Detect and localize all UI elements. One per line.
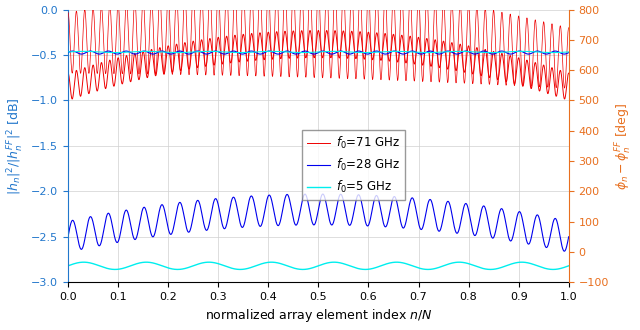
$f_0$=28 GHz — [459, 211, 467, 215]
Line: $f_0$=28 GHz: $f_0$=28 GHz — [68, 194, 569, 251]
Line: $f_0$=5 GHz: $f_0$=5 GHz — [68, 262, 569, 269]
$f_0$=5 GHz — [299, 267, 307, 271]
$f_0$=28 GHz — [90, 223, 97, 227]
$f_0$=5 GHz — [64, 264, 72, 268]
$f_0$=5 GHz — [308, 266, 316, 270]
$f_0$=71 GHz — [323, 28, 331, 32]
$f_0$=5 GHz — [550, 267, 558, 271]
X-axis label: normalized array element index $n/N$: normalized array element index $n/N$ — [205, 308, 432, 324]
$f_0$=5 GHz — [565, 264, 573, 268]
$f_0$=28 GHz — [561, 249, 568, 253]
$f_0$=71 GHz — [294, 54, 302, 58]
$f_0$=5 GHz — [90, 262, 97, 266]
$f_0$=71 GHz — [550, 83, 558, 87]
Legend: $f_0$=71 GHz, $f_0$=28 GHz, $f_0$=5 GHz: $f_0$=71 GHz, $f_0$=28 GHz, $f_0$=5 GHz — [302, 130, 405, 200]
$f_0$=28 GHz — [550, 217, 558, 221]
$f_0$=28 GHz — [64, 235, 72, 239]
$f_0$=71 GHz — [308, 36, 316, 40]
$f_0$=28 GHz — [550, 217, 558, 221]
$f_0$=71 GHz — [90, 64, 97, 68]
$f_0$=71 GHz — [64, 71, 72, 75]
$f_0$=5 GHz — [551, 267, 559, 271]
$f_0$=71 GHz — [561, 97, 568, 101]
$f_0$=28 GHz — [319, 192, 326, 196]
$f_0$=71 GHz — [459, 58, 467, 62]
Y-axis label: $\phi_n - \phi_n^{FF}$ [deg]: $\phi_n - \phi_n^{FF}$ [deg] — [614, 102, 634, 189]
$f_0$=5 GHz — [294, 267, 302, 271]
Line: $f_0$=71 GHz: $f_0$=71 GHz — [68, 30, 569, 99]
$f_0$=5 GHz — [330, 260, 338, 264]
$f_0$=28 GHz — [308, 218, 316, 222]
Y-axis label: $|h_n|^2 / |h_n^{FF}|^2$ [dB]: $|h_n|^2 / |h_n^{FF}|^2$ [dB] — [6, 97, 26, 195]
$f_0$=71 GHz — [550, 81, 558, 85]
$f_0$=71 GHz — [565, 71, 573, 75]
$f_0$=5 GHz — [459, 260, 467, 264]
$f_0$=28 GHz — [565, 235, 573, 239]
$f_0$=28 GHz — [294, 219, 302, 223]
